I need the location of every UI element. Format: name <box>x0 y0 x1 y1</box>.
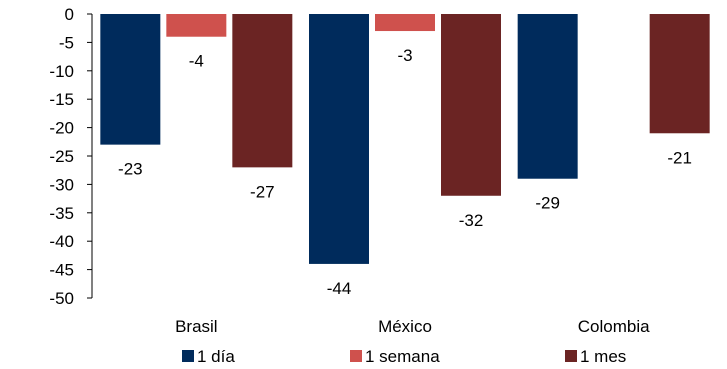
legend-swatch <box>350 350 362 362</box>
y-tick-label: -20 <box>49 119 74 138</box>
y-tick-label: -15 <box>49 90 74 109</box>
legend-swatch <box>565 350 577 362</box>
category-label: Brasil <box>175 317 218 336</box>
y-tick-label: -45 <box>49 261 74 280</box>
data-label: -32 <box>459 211 484 230</box>
bar-méxico-2 <box>441 14 501 196</box>
legend-swatch <box>182 350 194 362</box>
y-tick-label: -10 <box>49 62 74 81</box>
bar-brasil-0 <box>100 14 161 145</box>
y-tick-label: -50 <box>49 289 74 308</box>
legend: 1 día 1 semana 1 mes <box>182 347 626 366</box>
bar-brasil-2 <box>232 14 293 168</box>
y-axis-ticks: 0 -5 -10 -15 -20 -25 -30 -35 -40 -45 -50 <box>49 5 92 308</box>
y-tick-label: 0 <box>65 5 74 24</box>
data-label: -21 <box>667 148 692 167</box>
y-tick-label: -5 <box>59 33 74 52</box>
y-tick-label: -35 <box>49 204 74 223</box>
bar-colombia-2 <box>649 14 710 134</box>
data-label: -44 <box>327 279 352 298</box>
category-label: México <box>378 317 432 336</box>
data-label: -27 <box>250 182 275 201</box>
data-label: -23 <box>118 160 143 179</box>
y-tick-label: -30 <box>49 175 74 194</box>
category-label: Colombia <box>578 317 650 336</box>
data-label: -4 <box>189 52 204 71</box>
legend-label: 1 mes <box>580 347 626 366</box>
x-axis-categories: Brasil México Colombia <box>175 317 650 336</box>
bar-méxico-0 <box>309 14 369 264</box>
data-labels-layer: -23 -4 -27 -44 -3 -32 -29 -21 <box>118 46 692 298</box>
y-tick-label: -25 <box>49 147 74 166</box>
data-label: -3 <box>397 46 412 65</box>
legend-label: 1 día <box>197 347 235 366</box>
bar-colombia-0 <box>517 14 578 179</box>
legend-label: 1 semana <box>365 347 440 366</box>
y-tick-label: -40 <box>49 232 74 251</box>
bar-méxico-1 <box>375 14 435 32</box>
bar-brasil-1 <box>166 14 227 37</box>
data-label: -29 <box>535 194 560 213</box>
bars-layer <box>100 14 710 264</box>
